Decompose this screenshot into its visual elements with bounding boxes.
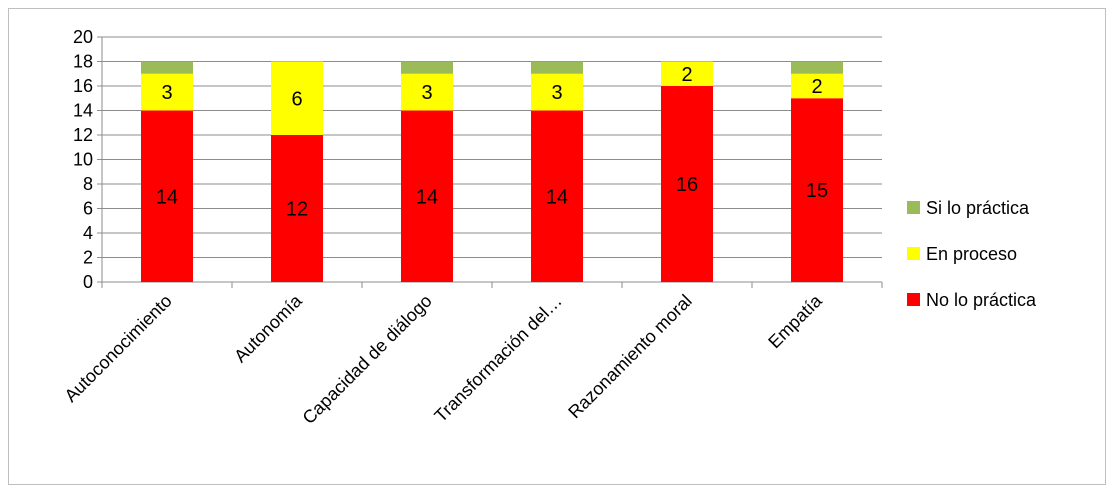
bar-segment — [791, 61, 843, 74]
x-category-label: Capacidad de diálogo — [299, 291, 436, 428]
data-label: 3 — [551, 82, 562, 104]
bar-segment — [531, 61, 583, 74]
y-tick-label: 10 — [73, 150, 93, 170]
bar-segment — [531, 73, 583, 111]
bar-segment — [401, 61, 453, 74]
bar-segment — [271, 135, 323, 282]
data-label: 12 — [286, 199, 308, 221]
x-category-label: Autoconocimiento — [61, 291, 176, 406]
bar-segment — [401, 73, 453, 111]
bar-segment — [271, 61, 323, 135]
y-tick-label: 6 — [83, 199, 93, 219]
y-axis-tick-labels: 0 2 4 6 8 10 12 14 16 18 20 — [73, 27, 93, 292]
data-labels: 14 3 12 6 14 3 14 3 16 2 15 2 — [156, 64, 828, 221]
y-tick-label: 12 — [73, 125, 93, 145]
bars — [141, 61, 843, 282]
legend-entry-label: En proceso — [926, 244, 1017, 264]
y-tick-label: 16 — [73, 76, 93, 96]
y-tick-label: 8 — [83, 174, 93, 194]
axes — [97, 36, 883, 288]
y-tick-label: 14 — [73, 101, 93, 121]
bar-segment — [661, 86, 713, 282]
legend: Si lo práctica En proceso No lo práctica — [907, 198, 1037, 310]
legend-swatch — [907, 201, 920, 214]
y-tick-label: 20 — [73, 27, 93, 47]
data-label: 14 — [416, 186, 438, 208]
y-tick-label: 4 — [83, 223, 93, 243]
x-category-label: Autonomía — [230, 290, 306, 366]
bar-segment — [141, 61, 193, 74]
bar-segment — [791, 73, 843, 99]
data-label: 14 — [546, 186, 568, 208]
data-label: 3 — [421, 82, 432, 104]
bar-segment — [141, 110, 193, 282]
bar-segment — [401, 110, 453, 282]
legend-entry-label: Si lo práctica — [926, 198, 1030, 218]
bar-segment — [141, 73, 193, 111]
grid-lines — [102, 36, 882, 258]
legend-entry-label: No lo práctica — [926, 290, 1037, 310]
x-category-label: Empatía — [764, 290, 826, 352]
bar-segment — [661, 61, 713, 86]
y-tick-label: 18 — [73, 52, 93, 72]
y-tick-label: 2 — [83, 248, 93, 268]
data-label: 15 — [806, 180, 828, 202]
data-label: 16 — [676, 174, 698, 196]
y-tick-label: 0 — [83, 272, 93, 292]
x-category-label: Razonamiento moral — [564, 291, 696, 423]
data-label: 3 — [161, 82, 172, 104]
legend-swatch — [907, 247, 920, 260]
data-label: 2 — [811, 76, 822, 98]
bar-segment — [531, 110, 583, 282]
data-label: 2 — [681, 64, 692, 86]
data-label: 6 — [291, 88, 302, 110]
x-category-label: Transformación del… — [430, 291, 565, 426]
data-label: 14 — [156, 186, 178, 208]
bar-segment — [791, 98, 843, 282]
legend-swatch — [907, 293, 920, 306]
